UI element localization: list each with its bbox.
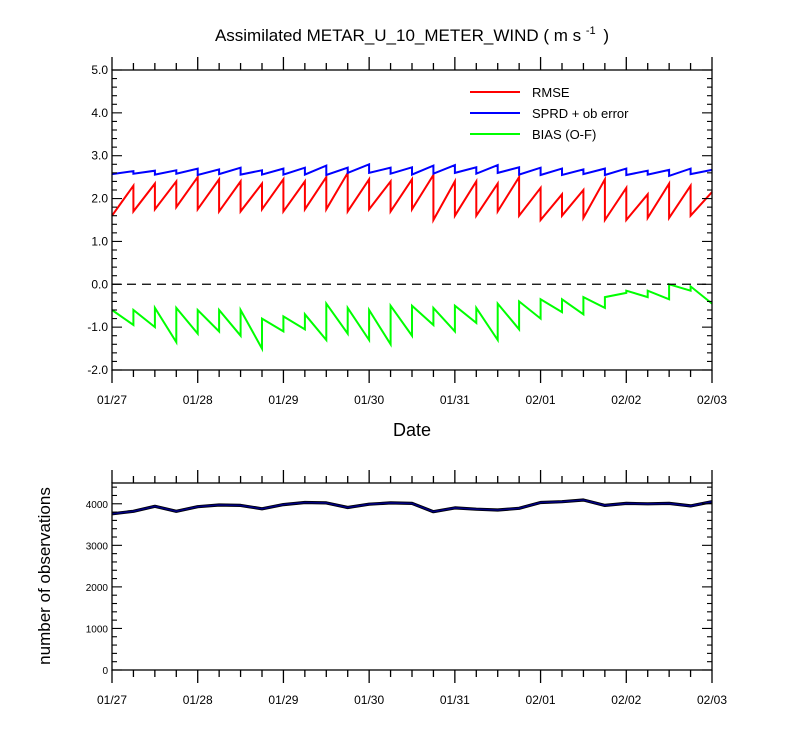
y-axis-label-observations: number of observations <box>35 487 54 665</box>
top-series-lines <box>111 162 713 353</box>
top-series-line-bias-o-f- <box>111 282 713 353</box>
x-axis-label: Date <box>393 420 431 440</box>
bottom-x-tick-label: 01/29 <box>268 693 298 707</box>
top-chart-panel: 01/27 01/28 01/29 01/30 01/31 02/01 02/02 02/03… <box>87 57 727 440</box>
legend: RMSE SPRD + ob error BIAS (O-F) <box>470 85 629 142</box>
top-x-tick-label: 02/01 <box>526 393 556 407</box>
legend-label: RMSE <box>532 85 570 100</box>
bottom-x-tick-label: 02/02 <box>611 693 641 707</box>
bottom-y-tick-label: 3000 <box>86 541 109 552</box>
legend-label: BIAS (O-F) <box>532 127 596 142</box>
bottom-y-tick-label: 1000 <box>86 624 109 635</box>
top-x-tick-label: 01/29 <box>268 393 298 407</box>
top-y-tick-label: 2.0 <box>91 192 108 206</box>
top-y-tick-label: 5.0 <box>91 63 108 77</box>
bottom-y-tick-label: 0 <box>102 666 108 677</box>
top-y-tick-label: 4.0 <box>91 106 108 120</box>
bottom-series-lines <box>111 498 713 516</box>
top-axes: 01/27 01/28 01/29 01/30 01/31 02/01 02/02 02/03… <box>87 57 727 407</box>
top-x-tick-label: 01/28 <box>183 393 213 407</box>
bottom-chart-panel: 01/27 01/28 01/29 01/30 01/31 02/01 02/02 02/03… <box>35 470 727 707</box>
legend-label: SPRD + ob error <box>532 106 629 121</box>
top-y-tick-label: 0.0 <box>91 277 108 291</box>
top-x-tick-label: 01/30 <box>354 393 384 407</box>
bottom-x-tick-label: 01/30 <box>354 693 384 707</box>
bottom-plot-frame <box>111 482 713 671</box>
bottom-x-tick-label: 01/28 <box>183 693 213 707</box>
top-series-line-rmse <box>111 169 713 224</box>
bottom-x-tick-label: 01/27 <box>97 693 127 707</box>
bottom-y-tick-label: 4000 <box>86 500 109 511</box>
top-y-tick-label: 1.0 <box>91 234 108 248</box>
bottom-x-tick-label: 01/31 <box>440 693 470 707</box>
top-y-tick-label: 3.0 <box>91 149 108 163</box>
chart-title: Assimilated METAR_U_10_METER_WIND ( m s … <box>215 19 609 45</box>
top-x-tick-label: 01/31 <box>440 393 470 407</box>
bottom-x-tick-label: 02/01 <box>526 693 556 707</box>
top-x-tick-label: 01/27 <box>97 393 127 407</box>
top-x-tick-label: 02/03 <box>697 393 727 407</box>
top-x-tick-label: 02/02 <box>611 393 641 407</box>
bottom-x-tick-label: 02/03 <box>697 693 727 707</box>
top-y-tick-label: -2.0 <box>87 363 108 377</box>
bottom-series-line-0 <box>111 499 713 515</box>
top-y-tick-label: -1.0 <box>87 320 108 334</box>
top-series-line-sprd-ob-error <box>111 162 713 178</box>
bottom-y-tick-label: 2000 <box>86 583 109 594</box>
bottom-axes: 01/27 01/28 01/29 01/30 01/31 02/01 02/02 02/03… <box>86 470 727 707</box>
